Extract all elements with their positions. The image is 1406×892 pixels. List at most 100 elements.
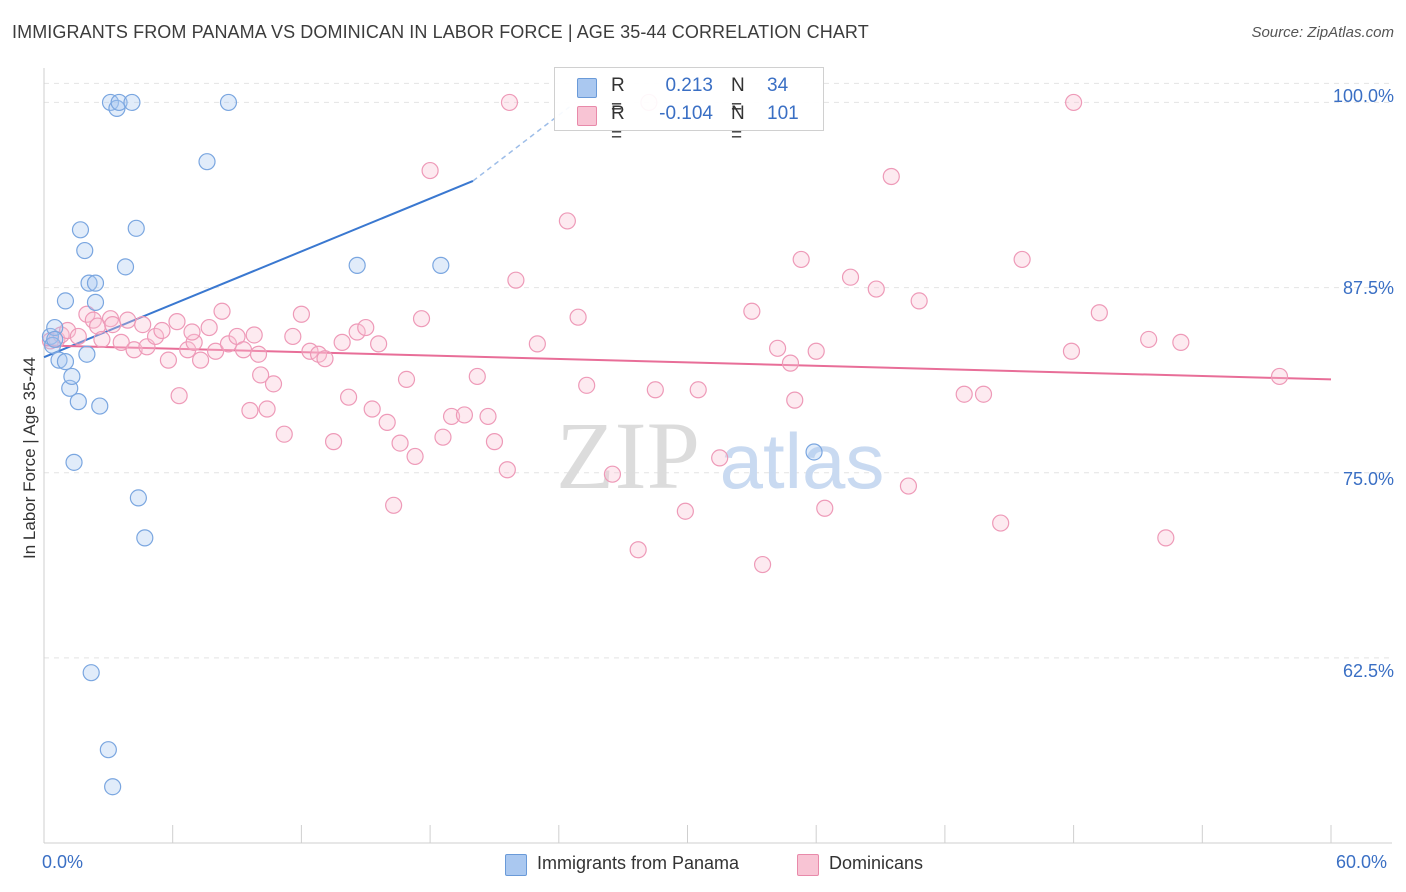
legend-r-value-panama: 0.213 [665, 75, 713, 96]
dominicans-point-51 [397, 370, 416, 389]
dominicans-point-34 [264, 375, 283, 393]
panama-point-32 [432, 256, 450, 274]
watermark-atlas: atlas [720, 417, 885, 505]
dominicans-point-46 [363, 400, 381, 418]
legend-swatch-panama [505, 854, 527, 876]
watermark: ZIP atlas [556, 402, 884, 509]
dominicans-point-88 [992, 514, 1010, 532]
legend-swatch-dominicans [797, 854, 819, 876]
dominicans-point-73 [743, 302, 761, 320]
legend-r-value-dominicans: -0.104 [659, 103, 713, 124]
dominicans-point-20 [170, 387, 188, 405]
dominicans-point-50 [391, 434, 409, 452]
dominicans-point-90 [1062, 342, 1081, 360]
axes [43, 68, 1392, 844]
dominicans-point-40 [316, 350, 334, 368]
dominicans-point-95 [1172, 333, 1190, 351]
dominicans-point-16 [146, 327, 165, 346]
panama-point-33 [805, 443, 823, 461]
dominicans-point-19 [168, 313, 186, 331]
dominicans-point-99 [252, 366, 270, 384]
dominicans-point-80 [816, 499, 834, 517]
panama-point-10 [69, 393, 87, 411]
dominicans-point-96 [1270, 367, 1289, 386]
dominicans-point-49 [385, 496, 403, 514]
panama-point-11 [71, 221, 90, 239]
legend-n-value-panama: 34 [767, 75, 789, 96]
dominicans-point-41 [324, 433, 343, 451]
panama-point-16 [86, 274, 105, 292]
panama-point-14 [80, 274, 98, 292]
legend-label-dominicans: Dominicans [829, 853, 924, 873]
y-tick-label-62-5: 62.5% [1342, 661, 1394, 681]
dominicans-point-3 [58, 321, 77, 340]
panama-point-29 [198, 153, 216, 171]
panama-point-25 [123, 93, 141, 112]
panama-point-6 [56, 292, 75, 310]
dominicans-point-35 [275, 425, 293, 443]
panama-point-26 [127, 219, 145, 237]
dominicans-point-69 [646, 381, 664, 399]
dominicans-point-100 [183, 323, 201, 341]
legend-n-label: N = [731, 75, 745, 118]
dominicans-point-92 [1090, 304, 1108, 322]
dominicans-point-61 [498, 461, 516, 479]
dominicans-point-18 [159, 351, 178, 369]
dominicans-point-55 [434, 428, 452, 446]
dominicans-point-59 [479, 407, 497, 426]
dominicans-point-64 [558, 212, 576, 230]
panama-point-28 [136, 529, 154, 547]
panama-trend-extension [472, 106, 570, 182]
dominicans-point-56 [442, 407, 461, 426]
dominicans-points [41, 93, 1289, 574]
dominicans-point-42 [333, 333, 351, 351]
trend-lines [43, 106, 1332, 381]
dominicans-point-63 [528, 335, 546, 353]
watermark-zip: ZIP [556, 402, 700, 509]
chart-title: IMMIGRANTS FROM PANAMA VS DOMINICAN IN L… [12, 22, 869, 42]
panama-point-17 [91, 397, 109, 415]
dominicans-point-24 [200, 318, 218, 337]
dominicans-point-85 [910, 292, 928, 310]
dominicans-point-14 [134, 316, 152, 334]
dominicans-point-93 [1140, 330, 1158, 349]
dominicans-point-30 [241, 401, 259, 420]
dominicans-point-75 [768, 339, 787, 357]
panama-point-13 [78, 345, 96, 363]
grid-lines [44, 82, 1392, 659]
dominicans-point-76 [781, 354, 800, 372]
dominicans-point-79 [807, 342, 825, 360]
dominicans-point-53 [412, 310, 431, 328]
panama-point-12 [76, 241, 94, 260]
dominicans-point-12 [119, 311, 137, 329]
dominicans-point-26 [213, 302, 231, 320]
dominicans-point-77 [786, 391, 804, 409]
correlation-legend: R = 0.213 N = 34 R = -0.104 N = 101 [554, 67, 824, 146]
panama-point-30 [219, 93, 238, 112]
dominicans-point-70 [676, 502, 694, 520]
panama-point-9 [65, 453, 83, 471]
panama-point-19 [99, 741, 117, 759]
dominicans-point-43 [339, 388, 358, 406]
panama-point-8 [63, 367, 81, 386]
dominicans-point-91 [1064, 93, 1083, 112]
x-tick-label-min: 0.0% [42, 852, 84, 872]
dominicans-point-44 [348, 323, 366, 341]
legend-r-label: R = [611, 103, 625, 146]
dominicans-point-5 [78, 305, 96, 323]
dominicans-point-71 [689, 381, 707, 399]
panama-point-27 [129, 489, 147, 507]
dominicans-point-60 [485, 433, 504, 451]
dominicans-point-94 [1157, 529, 1175, 547]
dominicans-point-84 [899, 477, 918, 495]
dominicans-point-72 [711, 449, 729, 467]
dominicans-point-67 [603, 465, 622, 483]
x-tick-label-max: 60.0% [1336, 852, 1388, 872]
dominicans-point-58 [468, 367, 486, 386]
panama-point-20 [104, 778, 122, 796]
dominicans-point-87 [974, 385, 993, 403]
dominicans-point-57 [455, 406, 474, 424]
y-axis-label: In Labor Force | Age 35-44 [20, 357, 39, 559]
legend-label-panama: Immigrants from Panama [537, 853, 740, 873]
panama-point-23 [110, 93, 128, 112]
